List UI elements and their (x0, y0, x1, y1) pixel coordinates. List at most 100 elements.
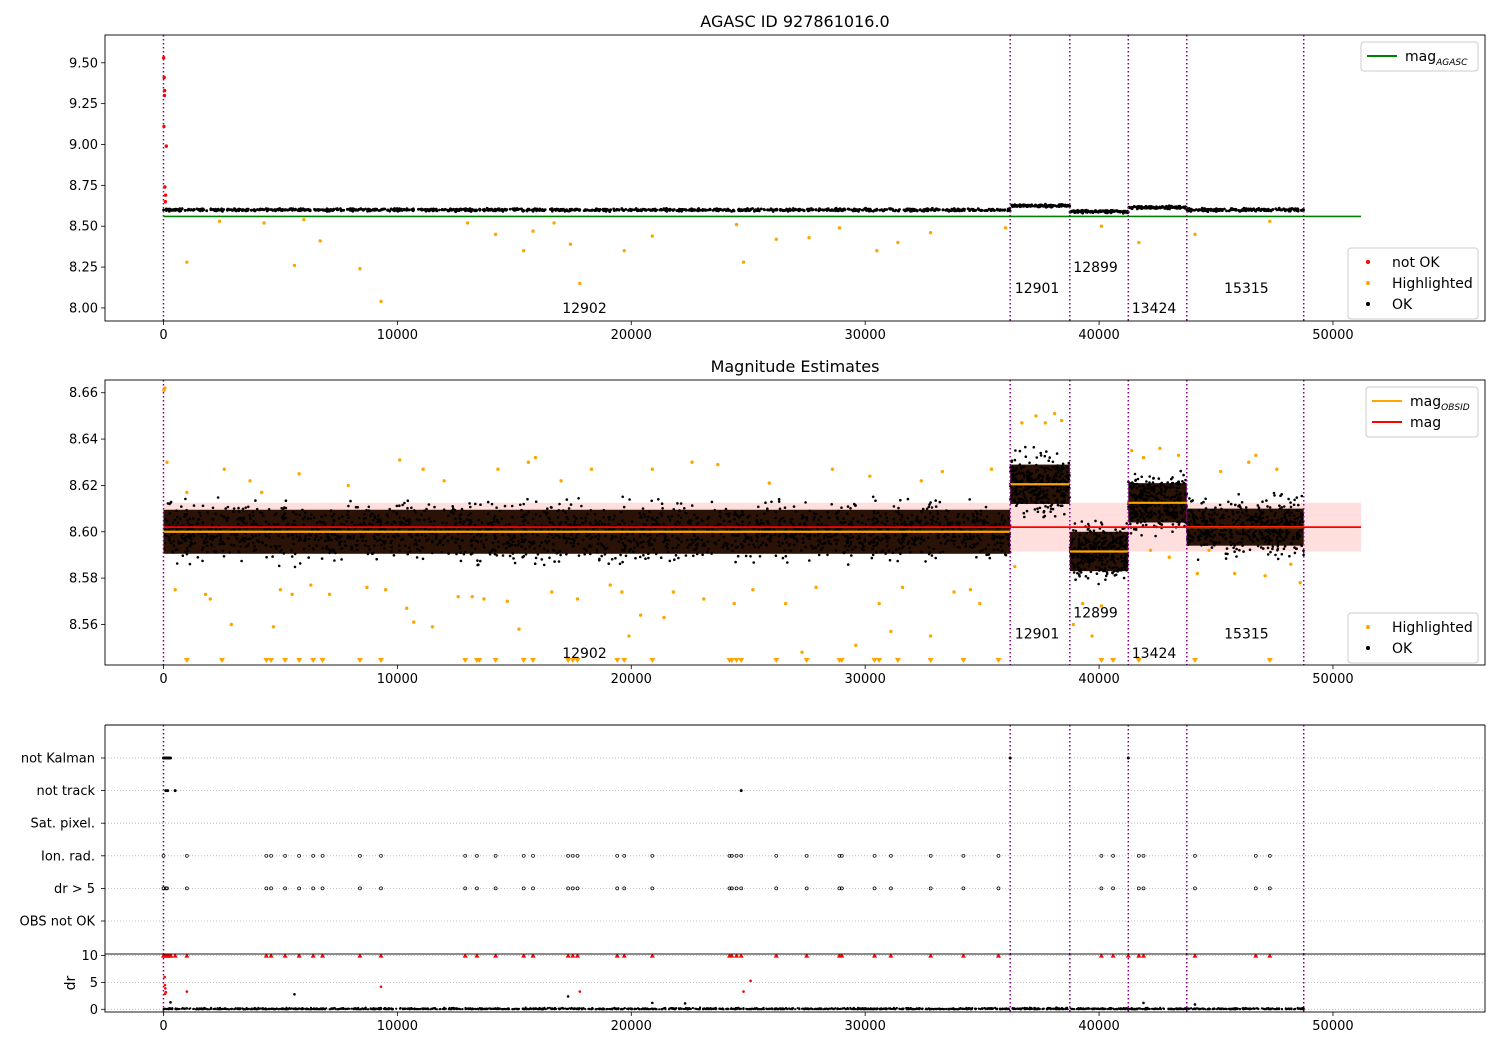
ok-point (178, 542, 181, 545)
ok-point (898, 208, 901, 211)
ok-point (175, 509, 178, 512)
ok-point (672, 508, 676, 511)
ok-point (946, 538, 950, 542)
ok-point (1181, 520, 1184, 523)
ok-point (336, 534, 340, 538)
ok-point (349, 535, 352, 539)
ok-point (603, 553, 607, 556)
ok-point (931, 515, 935, 518)
ok-point (610, 557, 614, 561)
ok-point (1099, 210, 1103, 214)
ok-point (389, 541, 393, 545)
ok-point (339, 208, 343, 212)
ok-point (1088, 529, 1092, 533)
ok-point (647, 540, 650, 544)
ok-point (279, 550, 282, 554)
ok-point (301, 517, 305, 521)
ok-point (385, 521, 388, 525)
ok-point (629, 547, 632, 551)
ok-point (650, 499, 653, 503)
ok-point (808, 509, 812, 513)
ok-point (398, 528, 401, 531)
ok-point (883, 522, 887, 526)
ok-point (860, 547, 864, 551)
ok-point (392, 554, 396, 557)
ok-point (536, 533, 539, 537)
ok-point (1045, 205, 1049, 209)
ok-point (1181, 508, 1185, 512)
ok-point (1072, 529, 1075, 532)
ok-point (1078, 546, 1082, 550)
ok-point (733, 517, 736, 521)
ok-point (520, 538, 524, 541)
ok-point (1137, 494, 1140, 498)
ok-point (988, 556, 992, 560)
ok-point (1299, 520, 1302, 523)
ok-point (413, 509, 416, 512)
ok-point (382, 534, 386, 538)
ok-point (1003, 553, 1007, 556)
ok-point (562, 207, 565, 211)
ok-point (1121, 534, 1125, 538)
legend-frame (1360, 41, 1479, 72)
ok-point (214, 550, 218, 553)
ok-point (222, 542, 226, 546)
ok-point (963, 513, 966, 516)
ok-point (953, 539, 957, 543)
ok-point (1101, 537, 1104, 540)
ok-point (429, 520, 432, 524)
ok-point (168, 502, 171, 506)
ok-point (278, 528, 281, 532)
series-point (162, 124, 166, 129)
ok-point (303, 209, 307, 212)
ok-point (522, 524, 525, 527)
ok-point (552, 536, 555, 539)
ok-point (816, 522, 820, 526)
ok-point (828, 541, 831, 545)
x-tick-label: 0 (159, 328, 167, 343)
ok-point (1123, 552, 1127, 555)
ok-point (1115, 569, 1119, 573)
ok-point (680, 532, 683, 536)
ok-point (240, 559, 243, 563)
ok-point (206, 535, 209, 538)
ok-point (1120, 568, 1123, 572)
ok-point (580, 516, 583, 520)
ok-point (800, 528, 804, 531)
ok-point (516, 543, 520, 547)
ok-point (1274, 207, 1278, 211)
ok-point (1145, 497, 1149, 501)
ok-point (1171, 206, 1175, 210)
ok-point (737, 533, 740, 537)
ok-point (356, 524, 359, 527)
ok-point (536, 553, 540, 556)
ok-point (1013, 489, 1016, 493)
ok-point (1087, 565, 1091, 568)
ok-point (1089, 570, 1093, 574)
ok-point (191, 208, 195, 212)
ok-point (286, 522, 290, 526)
ok-point (1078, 543, 1082, 547)
ok-point (201, 504, 205, 508)
ok-point (238, 510, 241, 513)
ok-point (1012, 492, 1015, 495)
ok-point (864, 206, 867, 210)
ok-point (1042, 490, 1045, 493)
ok-point (857, 535, 861, 538)
ok-point (1083, 559, 1086, 562)
ok-point (938, 521, 941, 525)
ok-point (880, 521, 884, 524)
ok-point (900, 515, 904, 519)
ok-point (688, 543, 691, 546)
ok-point (250, 523, 253, 526)
ok-point (206, 511, 209, 514)
ok-point (581, 521, 584, 525)
ok-point (1057, 471, 1060, 474)
ok-point (976, 519, 979, 523)
ok-point (1185, 505, 1188, 509)
ok-point (575, 523, 579, 527)
ok-point (1175, 489, 1178, 493)
ok-point (1095, 572, 1099, 575)
ok-point (347, 528, 351, 531)
ok-point (938, 523, 942, 527)
